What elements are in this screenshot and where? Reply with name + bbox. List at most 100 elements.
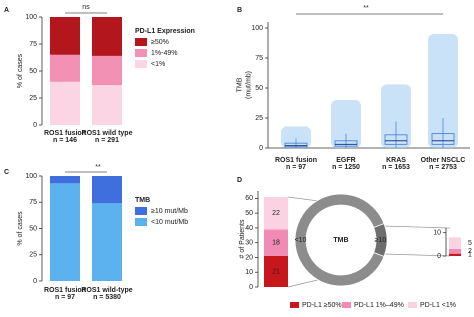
point-cloud bbox=[428, 34, 458, 148]
legend-label: 1%-49% bbox=[151, 50, 177, 57]
y-tick-label: 60 bbox=[245, 195, 253, 202]
y-axis-label: % of cases bbox=[17, 211, 24, 246]
bar-segment bbox=[92, 203, 122, 281]
n-label: n = 291 bbox=[95, 137, 119, 144]
y-tick-label: 50 bbox=[29, 68, 37, 75]
n-label: n = 97 bbox=[286, 164, 306, 171]
x-tick-label: ROS1 fusion bbox=[275, 157, 317, 164]
box bbox=[431, 133, 455, 145]
x-tick-label: ROS1 fusion bbox=[44, 130, 86, 137]
y-tick-label: 0 bbox=[249, 284, 253, 291]
y-tick-label: 100 bbox=[25, 173, 37, 180]
point-cloud bbox=[381, 84, 411, 148]
value-label: 21 bbox=[272, 268, 280, 275]
legend-label: <1% bbox=[151, 61, 165, 68]
significance: ** bbox=[363, 5, 369, 12]
significance: ns bbox=[82, 4, 90, 11]
y-tick-label: 50 bbox=[245, 210, 253, 217]
legend-swatch bbox=[135, 38, 147, 46]
value-label: 18 bbox=[272, 240, 280, 247]
value-label: 1 bbox=[468, 252, 472, 259]
y-axis-label: (mut/mb) bbox=[245, 71, 252, 99]
donut-title: TMB bbox=[333, 237, 348, 244]
value-label: 2 bbox=[468, 248, 472, 255]
y-tick-label: 0 bbox=[259, 145, 263, 152]
legend-title: TMB bbox=[135, 197, 150, 204]
slice-label: ≥10 bbox=[375, 237, 387, 244]
panel-label: B bbox=[237, 7, 242, 14]
x-tick-label: ROS1 fusion bbox=[44, 287, 86, 294]
x-tick-label: KRAS bbox=[386, 157, 406, 164]
donut-slice bbox=[294, 193, 385, 287]
box bbox=[334, 140, 358, 147]
legend-label: ≥10 mut/Mb bbox=[151, 208, 188, 215]
box bbox=[284, 142, 308, 148]
legend-title: PD-L1 Expression bbox=[135, 28, 195, 35]
n-label: n = 146 bbox=[53, 137, 77, 144]
y-tick-label: 40 bbox=[245, 225, 253, 232]
donut-slice bbox=[373, 223, 388, 257]
panel-label: D bbox=[237, 177, 242, 184]
bar-segment bbox=[449, 249, 461, 254]
y-tick-label: 10 bbox=[433, 230, 441, 237]
n-label: n = 1250 bbox=[332, 164, 360, 171]
legend-swatch bbox=[135, 218, 147, 226]
connector bbox=[383, 253, 451, 257]
legend-label: ≥50% bbox=[151, 39, 169, 46]
y-tick-label: 20 bbox=[245, 254, 253, 261]
legend-label: PD-L1 ≥50% bbox=[302, 302, 342, 309]
y-axis-label: TMB bbox=[236, 77, 243, 92]
bar-segment bbox=[264, 196, 288, 230]
point-cloud bbox=[331, 100, 361, 148]
bar-segment bbox=[92, 85, 122, 125]
y-tick-label: 25 bbox=[29, 252, 37, 259]
y-tick-label: 100 bbox=[25, 14, 37, 21]
y-tick-label: 75 bbox=[29, 199, 37, 206]
y-tick-label: 30 bbox=[245, 240, 253, 247]
bar-segment bbox=[50, 81, 80, 125]
y-tick-label: 10 bbox=[245, 269, 253, 276]
y-tick-label: 75 bbox=[255, 55, 263, 62]
point-cloud bbox=[281, 126, 311, 148]
bar-segment bbox=[92, 176, 122, 204]
significance: ** bbox=[95, 164, 101, 171]
y-tick-label: 75 bbox=[29, 41, 37, 48]
y-tick-label: 50 bbox=[29, 225, 37, 232]
bar-segment bbox=[50, 17, 80, 55]
bar-segment bbox=[50, 183, 80, 281]
n-label: n = 5380 bbox=[93, 294, 121, 301]
n-label: n = 97 bbox=[55, 294, 75, 301]
legend-swatch bbox=[135, 60, 147, 68]
bar-segment bbox=[449, 253, 461, 256]
panel-label: C bbox=[4, 169, 9, 176]
x-tick-label: EGFR bbox=[336, 157, 355, 164]
legend-swatch bbox=[342, 302, 351, 308]
legend-label: PD-L1 <1% bbox=[420, 302, 456, 309]
value-label: 22 bbox=[272, 210, 280, 217]
y-tick-label: 50 bbox=[255, 85, 263, 92]
bar-segment bbox=[449, 237, 461, 249]
y-tick-label: 0 bbox=[33, 122, 37, 129]
y-tick-label: 100 bbox=[251, 25, 263, 32]
y-tick-label: 0 bbox=[33, 278, 37, 285]
legend-swatch bbox=[408, 302, 417, 308]
y-tick-label: 25 bbox=[255, 115, 263, 122]
bar-segment bbox=[264, 255, 288, 287]
n-label: n = 2753 bbox=[429, 164, 457, 171]
x-tick-label: ROS1 wild type bbox=[82, 130, 133, 137]
value-label: 5 bbox=[468, 240, 472, 247]
connector bbox=[383, 225, 451, 229]
n-label: n = 1653 bbox=[382, 164, 410, 171]
legend-swatch bbox=[135, 207, 147, 215]
bar-segment bbox=[264, 229, 288, 256]
legend-label: <10 mut/Mb bbox=[151, 219, 188, 226]
bar-segment bbox=[50, 54, 80, 82]
legend-label: PD-L1 1%–49% bbox=[354, 302, 404, 309]
bar-segment bbox=[92, 55, 122, 86]
panel-label: A bbox=[4, 7, 9, 14]
box bbox=[384, 134, 408, 145]
y-axis-label: # of Patients bbox=[239, 219, 246, 258]
bar-segment bbox=[92, 17, 122, 56]
bar-segment bbox=[50, 176, 80, 184]
legend-swatch bbox=[135, 49, 147, 57]
